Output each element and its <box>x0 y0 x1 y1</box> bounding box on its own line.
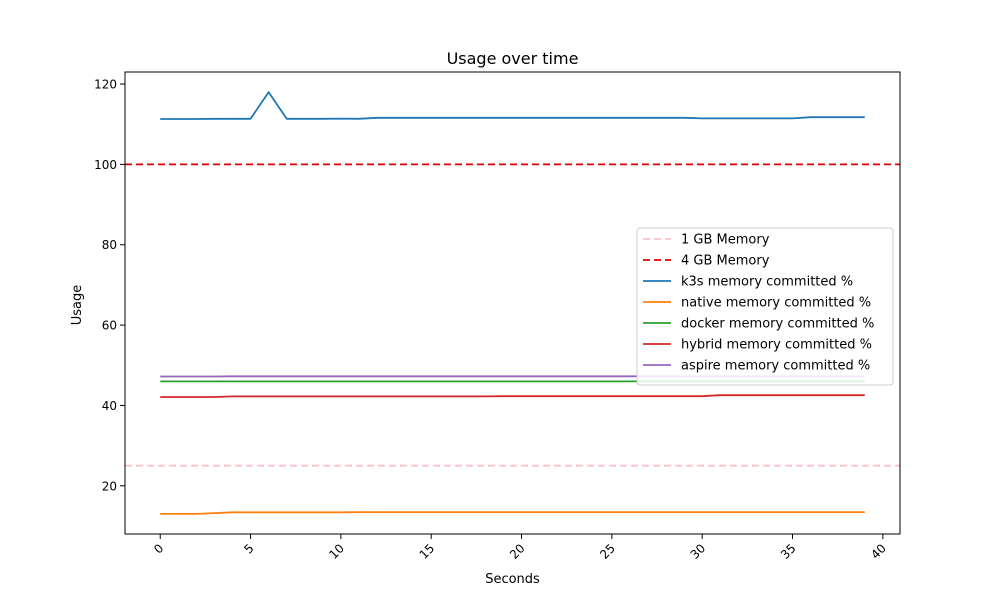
legend-label: docker memory committed % <box>681 317 874 332</box>
x-axis: 0 5 10 15 20 25 30 35 40 <box>151 534 889 562</box>
legend: 1 GB Memory 4 GB Memory k3s memory committ… <box>636 227 894 386</box>
legend-box <box>636 227 894 386</box>
series-line-0 <box>160 91 865 120</box>
y-axis: 20 40 60 80 100 120 <box>94 78 125 493</box>
legend-label: native memory committed % <box>681 296 871 311</box>
y-tick-label: 60 <box>102 319 117 333</box>
legend-label: 1 GB Memory <box>681 233 770 248</box>
legend-label: aspire memory committed % <box>681 359 870 374</box>
y-tick-label: 40 <box>102 399 117 413</box>
legend-label: k3s memory committed % <box>681 275 853 290</box>
series-line-1 <box>160 511 865 515</box>
y-tick-label: 100 <box>94 158 117 172</box>
y-tick-label: 120 <box>94 78 117 92</box>
legend-label: hybrid memory committed % <box>681 338 872 353</box>
y-axis-label: Usage <box>70 285 85 326</box>
axes-frame <box>124 71 901 535</box>
chart-title: Usage over time <box>447 49 579 68</box>
series-line-3 <box>160 394 865 398</box>
x-axis-label: Seconds <box>485 572 540 587</box>
y-tick-label: 80 <box>102 238 117 252</box>
y-tick-label: 20 <box>102 479 117 493</box>
legend-label: 4 GB Memory <box>681 254 770 269</box>
